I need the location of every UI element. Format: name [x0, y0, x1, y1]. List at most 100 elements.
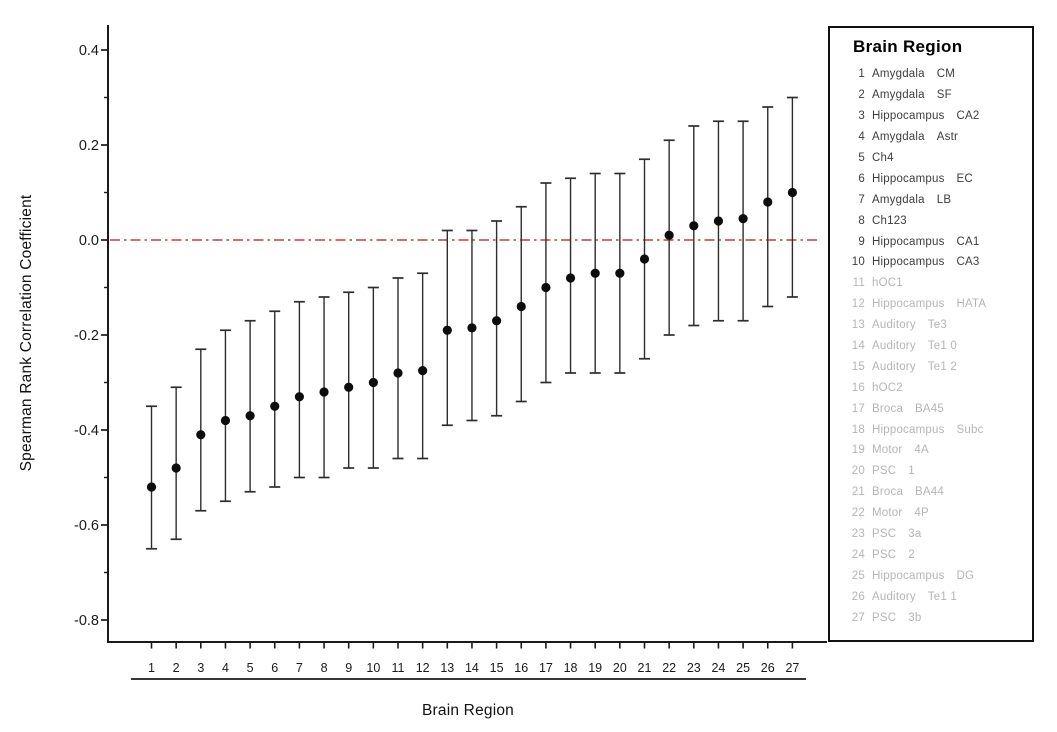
legend-item-region: Ch123 — [872, 214, 907, 227]
legend-item-region: Broca — [872, 402, 904, 415]
legend-item-subregion: 4A — [914, 444, 929, 457]
y-tick-label: -0.4 — [74, 423, 99, 439]
legend-item-number: 16 — [851, 381, 865, 394]
data-point-marker — [393, 368, 403, 378]
legend-item-subregion: 3b — [908, 611, 922, 624]
legend-item: 1 Amygdala CM — [843, 64, 1028, 85]
legend-item-subregion: Te1 1 — [927, 590, 957, 603]
legend-item-subregion: 4P — [914, 507, 929, 520]
legend-item-subregion: 1 — [908, 465, 915, 478]
legend-item-region: hOC2 — [872, 381, 903, 394]
legend-item-region: PSC — [872, 528, 897, 541]
legend-item-number: 19 — [851, 444, 865, 457]
legend-item-region: Hippocampus — [872, 235, 945, 248]
legend-item: 8 Ch123 — [843, 210, 1028, 231]
legend-item: 16 hOC2 — [843, 377, 1028, 398]
data-point-marker — [442, 325, 452, 335]
legend-item-number: 21 — [851, 486, 865, 499]
y-tick-label: 0.4 — [79, 43, 99, 59]
legend-item-region: Amygdala — [872, 89, 925, 102]
x-tick-label: 4 — [222, 661, 229, 675]
legend-item: 27 PSC 3b — [843, 607, 1028, 628]
x-tick-label: 3 — [197, 661, 204, 675]
x-tick-label: 2 — [173, 661, 180, 675]
data-point-marker — [270, 401, 280, 411]
y-tick-label: -0.6 — [74, 518, 99, 534]
legend-item-region: Amygdala — [872, 131, 925, 144]
legend-item-region: Motor — [872, 444, 903, 457]
data-point-marker — [763, 197, 773, 207]
legend-item-region: Amygdala — [872, 68, 925, 81]
legend-item-number: 4 — [858, 131, 865, 144]
legend-item: 24 PSC 2 — [843, 544, 1028, 565]
y-tick-label: -0.8 — [74, 613, 99, 629]
legend-item-number: 25 — [851, 569, 865, 582]
legend-item: 10 Hippocampus CA3 — [843, 252, 1028, 273]
legend-item-number: 5 — [858, 152, 865, 164]
legend-item-region: PSC — [872, 611, 897, 624]
legend-item-region: PSC — [872, 465, 897, 478]
data-point-marker — [220, 415, 231, 426]
legend-item-number: 12 — [851, 298, 865, 311]
data-point-marker — [196, 430, 206, 440]
legend-item: 26 Auditory Te1 1 — [843, 586, 1028, 607]
legend-item-number: 3 — [858, 110, 865, 123]
legend-item-subregion: CA2 — [956, 110, 980, 123]
x-tick-label: 12 — [416, 661, 430, 675]
legend-item-number: 11 — [852, 277, 865, 290]
legend-item: 14 Auditory Te1 0 — [843, 336, 1028, 357]
x-tick-label: 23 — [687, 661, 701, 675]
x-tick-label: 19 — [588, 661, 602, 675]
legend-item-region: Amygdala — [872, 193, 925, 206]
legend-item-subregion: LB — [936, 193, 952, 206]
legend-item-number: 17 — [851, 402, 865, 415]
legend-item-region: Motor — [872, 507, 903, 520]
legend-item-subregion: Astr — [936, 131, 958, 144]
legend-item-subregion: CA1 — [956, 235, 980, 248]
data-point-marker — [418, 366, 428, 376]
x-tick-label: 17 — [539, 661, 553, 675]
legend-item-number: 14 — [851, 340, 865, 353]
legend-item: 9 Hippocampus CA1 — [843, 231, 1028, 252]
legend-item-number: 2 — [858, 89, 865, 102]
legend-item: 21 Broca BA44 — [843, 482, 1028, 503]
legend-item: 12 Hippocampus HATA — [843, 294, 1028, 315]
legend-item-number: 6 — [858, 172, 865, 185]
data-point-marker — [344, 382, 354, 392]
legend-item-region: Auditory — [872, 340, 916, 353]
legend-item: 20 PSC 1 — [843, 461, 1028, 482]
data-point-marker — [689, 221, 699, 231]
data-point-marker — [319, 387, 329, 397]
legend-item-region: Hippocampus — [872, 569, 945, 582]
x-tick-label: 21 — [638, 661, 652, 675]
legend-item-region: Hippocampus — [872, 298, 945, 311]
x-tick-label: 6 — [271, 661, 278, 675]
legend-item: 7 Amygdala LB — [843, 189, 1028, 210]
x-tick-label: 1 — [148, 661, 155, 675]
data-point-marker — [171, 463, 181, 473]
data-point-marker — [615, 268, 625, 278]
legend-item-number: 24 — [851, 548, 865, 561]
x-tick-label: 26 — [761, 661, 775, 675]
legend-item-subregion: HATA — [956, 298, 987, 311]
x-tick-label: 18 — [564, 661, 578, 675]
x-tick-label: 14 — [465, 661, 479, 675]
data-point-marker — [787, 187, 798, 198]
data-point-marker — [146, 482, 157, 492]
legend-item-subregion: 2 — [908, 548, 915, 561]
y-tick-label: 0.2 — [79, 138, 99, 154]
legend-item: 18 Hippocampus Subc — [843, 419, 1028, 440]
legend-item-region: PSC — [872, 548, 897, 561]
legend-item-region: Hippocampus — [872, 256, 945, 269]
x-tick-label: 9 — [345, 661, 352, 675]
x-tick-label: 22 — [662, 661, 676, 675]
legend-item: 5 Ch4 — [843, 148, 1028, 169]
legend-item: 2 Amygdala SF — [843, 85, 1028, 106]
legend-item-number: 8 — [858, 214, 865, 227]
legend-box: Brain Region 1 Amygdala CM 2 Amygdala SF 3 Hipp… — [828, 26, 1034, 642]
x-tick-label: 10 — [366, 661, 380, 675]
legend-item-region: Hippocampus — [872, 423, 945, 436]
legend-item-region: Hippocampus — [872, 172, 945, 185]
